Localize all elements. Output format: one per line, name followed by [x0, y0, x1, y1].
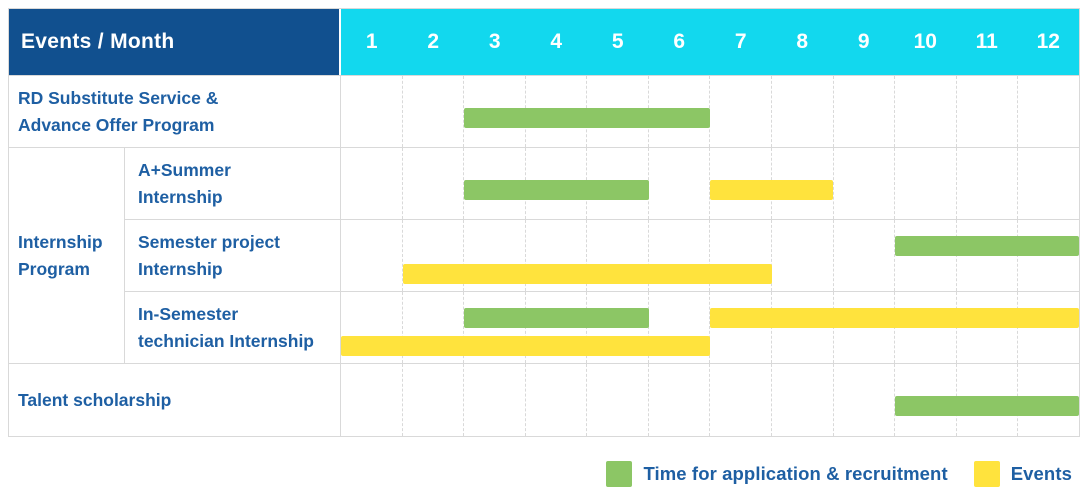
month-column — [647, 292, 710, 363]
event-bar — [341, 336, 710, 356]
row-label-semester-project-internship: Semester project Internship — [125, 219, 341, 291]
month-column — [1017, 76, 1079, 147]
month-header-11: 11 — [975, 30, 998, 53]
month-header-6: 6 — [673, 30, 686, 53]
month-column — [1017, 148, 1079, 219]
row-timeline-in-semester-technician-internship — [341, 291, 1079, 363]
row-label-talent-scholarship: Talent scholarship — [9, 363, 341, 436]
month-header-1: 1 — [365, 30, 378, 53]
month-column — [832, 148, 895, 219]
month-header-5: 5 — [611, 30, 624, 53]
month-column — [341, 76, 402, 147]
event-bar — [402, 264, 772, 284]
row-timeline-semester-project-internship — [341, 219, 1079, 291]
month-header-12: 12 — [1036, 30, 1060, 53]
month-header-9: 9 — [857, 30, 870, 53]
month-header-row: 1 2 3 4 5 6 7 8 9 10 11 12 — [341, 9, 1079, 75]
month-column — [709, 220, 771, 291]
event-bar — [710, 308, 1079, 328]
row-timeline-a-plus-summer-internship — [341, 147, 1079, 219]
month-column — [463, 364, 525, 436]
month-column — [709, 292, 771, 363]
month-column — [771, 76, 833, 147]
legend: Time for application & recruitment Event… — [606, 461, 1072, 487]
recruitment-bar — [464, 308, 649, 328]
legend-item-recruitment: Time for application & recruitment — [606, 461, 948, 487]
events-legend-swatch-icon — [973, 461, 1000, 487]
recruitment-legend-label: Time for application & recruitment — [643, 463, 948, 484]
row-timeline-rd-substitute-service — [341, 75, 1079, 147]
month-column — [709, 364, 771, 436]
month-column — [771, 364, 833, 436]
recruitment-bar — [894, 396, 1079, 416]
month-column — [524, 364, 587, 436]
month-column — [341, 220, 402, 291]
month-column — [894, 148, 956, 219]
row-label-rd-substitute-service: RD Substitute Service & Advance Offer Pr… — [9, 75, 341, 147]
month-column — [524, 220, 587, 291]
month-column — [955, 76, 1018, 147]
month-column — [832, 220, 895, 291]
month-column — [401, 364, 464, 436]
row-timeline-talent-scholarship — [341, 363, 1079, 436]
events-month-gantt-table: Events / Month 1 2 3 4 5 6 7 8 9 10 11 1… — [8, 8, 1080, 437]
month-column — [341, 148, 402, 219]
event-bar — [710, 180, 833, 200]
month-column — [955, 148, 1018, 219]
recruitment-bar — [464, 180, 649, 200]
month-column — [463, 220, 525, 291]
recruitment-legend-swatch-icon — [606, 461, 633, 487]
month-header-2: 2 — [427, 30, 440, 53]
row-label-a-plus-summer-internship: A+Summer Internship — [125, 147, 341, 219]
month-column — [401, 292, 464, 363]
month-column — [463, 76, 525, 147]
month-column — [647, 220, 710, 291]
month-header-4: 4 — [550, 30, 563, 53]
month-header-8: 8 — [796, 30, 809, 53]
month-column — [341, 364, 402, 436]
month-column — [709, 76, 771, 147]
month-column — [647, 364, 710, 436]
month-column — [401, 76, 464, 147]
month-column — [832, 76, 895, 147]
month-column — [463, 148, 525, 219]
month-column — [463, 292, 525, 363]
month-header-3: 3 — [488, 30, 501, 53]
row-label-in-semester-technician-internship: In-Semester technician Internship — [125, 291, 341, 363]
events-legend-label: Events — [1010, 463, 1072, 484]
month-column — [586, 364, 648, 436]
legend-item-events: Events — [973, 461, 1072, 487]
month-header-10: 10 — [913, 30, 937, 53]
month-column — [586, 220, 648, 291]
month-column — [401, 220, 464, 291]
month-column — [709, 148, 771, 219]
month-column — [894, 76, 956, 147]
month-column — [647, 148, 710, 219]
month-column — [832, 364, 895, 436]
month-column — [771, 220, 833, 291]
month-header-7: 7 — [734, 30, 747, 53]
recruitment-bar — [464, 108, 710, 128]
recruitment-bar — [894, 236, 1079, 256]
header-events-month: Events / Month — [9, 9, 341, 75]
group-label-internship-program: Internship Program — [9, 147, 125, 363]
month-column — [401, 148, 464, 219]
